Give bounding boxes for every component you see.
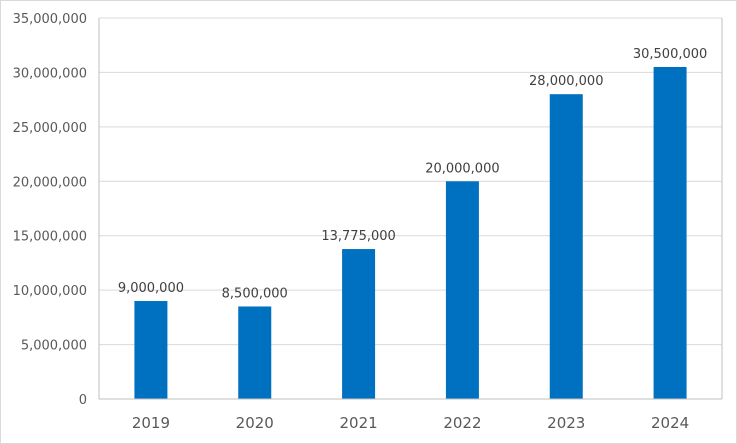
bars [134,66,687,399]
bar-2021 [342,249,376,399]
data-label-2023: 28,000,000 [529,74,603,89]
data-label-2024: 30,500,000 [633,47,707,62]
data-label-2020: 8,500,000 [222,286,288,301]
y-tick-label: 0 [79,393,87,408]
y-tick-label: 35,000,000 [13,12,87,27]
y-tick-label: 10,000,000 [13,284,87,299]
bar-2024 [653,66,687,399]
y-tick-label: 30,000,000 [13,66,87,81]
data-label-2019: 9,000,000 [118,281,184,296]
x-tick-label-2019: 2019 [132,414,170,432]
y-tick-label: 20,000,000 [13,175,87,190]
x-tick-label-2022: 2022 [443,414,481,432]
x-axis-tick-labels: 2019 2020 2021 2022 2023 2024 [132,414,689,432]
bar-2022 [445,181,479,399]
axes [98,18,723,400]
y-tick-label: 15,000,000 [13,230,87,245]
bar-2023 [549,94,583,399]
bar-2019 [134,301,168,399]
data-label-2021: 13,775,000 [321,229,395,244]
y-axis-tick-labels: 0 5,000,000 10,000,000 15,000,000 20,000,000… [13,12,87,408]
gridlines [99,17,722,346]
bar-2020 [238,306,272,399]
x-tick-label-2023: 2023 [547,414,585,432]
data-labels: 9,000,000 8,500,000 13,775,000 20,000,000 28… [118,47,707,301]
x-tick-label-2024: 2024 [651,414,689,432]
x-tick-label-2020: 2020 [236,414,274,432]
x-tick-label-2021: 2021 [339,414,377,432]
data-label-2022: 20,000,000 [425,161,499,176]
y-tick-label: 5,000,000 [21,339,87,354]
y-tick-label: 25,000,000 [13,121,87,136]
